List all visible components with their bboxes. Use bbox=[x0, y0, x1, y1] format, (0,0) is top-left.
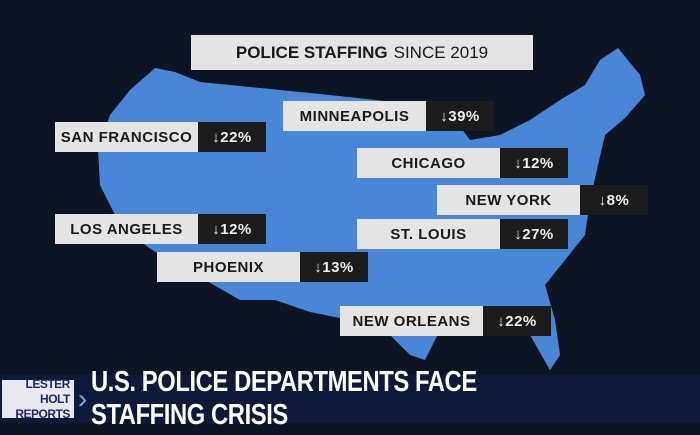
city-name: ST. LOUIS bbox=[357, 219, 500, 249]
city-name: CHICAGO bbox=[357, 148, 500, 178]
city-change: ↓12% bbox=[500, 148, 568, 178]
city-change: ↓8% bbox=[580, 185, 648, 215]
title-bold: POLICE STAFFING bbox=[235, 42, 388, 62]
chevron-right-icon: › bbox=[77, 383, 88, 414]
city-name: SAN FRANCISCO bbox=[55, 122, 198, 152]
city-label-san-francisco: SAN FRANCISCO ↓22% bbox=[55, 122, 266, 152]
city-change: ↓39% bbox=[426, 101, 494, 131]
logo-line1: LESTER HOLT bbox=[25, 376, 70, 406]
logo-line2: REPORTS bbox=[15, 406, 70, 421]
city-change: ↓27% bbox=[500, 219, 568, 249]
chart-title: POLICE STAFFING SINCE 2019 bbox=[191, 35, 533, 70]
city-name: PHOENIX bbox=[157, 252, 300, 282]
city-label-los-angeles: LOS ANGELES ↓12% bbox=[55, 214, 266, 244]
city-label-st-louis: ST. LOUIS ↓27% bbox=[357, 219, 568, 249]
city-label-chicago: CHICAGO ↓12% bbox=[357, 148, 568, 178]
city-change: ↓12% bbox=[198, 214, 266, 244]
city-name: NEW ORLEANS bbox=[340, 306, 483, 336]
city-change: ↓22% bbox=[198, 122, 266, 152]
city-label-new-york: NEW YORK ↓8% bbox=[437, 185, 648, 215]
city-label-phoenix: PHOENIX ↓13% bbox=[157, 252, 368, 282]
city-name: LOS ANGELES bbox=[55, 214, 198, 244]
show-logo: LESTER HOLT REPORTS bbox=[2, 376, 74, 421]
headline: U.S. POLICE DEPARTMENTS FACE STAFFING CR… bbox=[91, 366, 477, 431]
lower-third: LESTER HOLT REPORTS › U.S. POLICE DEPARTM… bbox=[0, 366, 700, 431]
city-name: NEW YORK bbox=[437, 185, 580, 215]
title-rest: SINCE 2019 bbox=[393, 42, 489, 62]
city-label-minneapolis: MINNEAPOLIS ↓39% bbox=[283, 101, 494, 131]
city-name: MINNEAPOLIS bbox=[283, 101, 426, 131]
city-change: ↓13% bbox=[300, 252, 368, 282]
city-label-new-orleans: NEW ORLEANS ↓22% bbox=[340, 306, 551, 336]
city-change: ↓22% bbox=[483, 306, 551, 336]
